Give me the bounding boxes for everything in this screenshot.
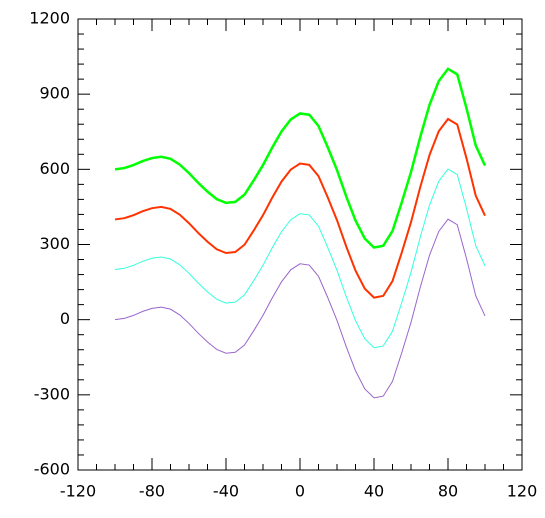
series-line (114, 67, 487, 249)
x-tick-label: -120 (60, 482, 96, 501)
x-tick-label: 120 (507, 482, 538, 501)
series-line (114, 168, 486, 349)
x-tick-label: 80 (438, 482, 458, 501)
y-tick-label: 900 (39, 84, 70, 103)
x-tick-label: -80 (139, 482, 165, 501)
x-tick-label: -40 (213, 482, 239, 501)
x-tick-label: 0 (295, 482, 305, 501)
y-tick-label: 600 (39, 159, 70, 178)
y-tick-label: 300 (39, 234, 70, 253)
y-tick-label: 0 (60, 309, 70, 328)
y-tick-label: 1200 (29, 9, 70, 28)
plot-frame (77, 18, 523, 471)
y-tick-label: -300 (34, 384, 70, 403)
y-tick-label: -600 (34, 460, 70, 479)
x-tick-label: 40 (364, 482, 384, 501)
series-line (114, 218, 486, 399)
series-line (114, 117, 486, 299)
